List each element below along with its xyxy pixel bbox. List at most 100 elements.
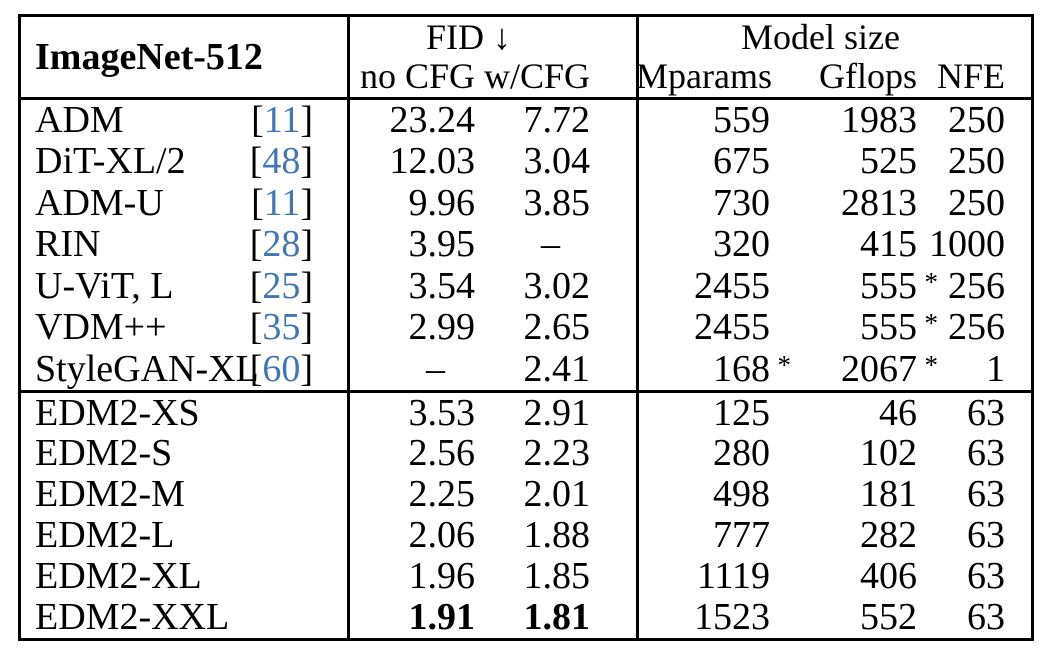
mparams-cell: 777	[713, 514, 770, 557]
table-row: EDM2-M 2.25 2.01 498 181 63	[21, 474, 1031, 515]
model-name-cell: DiT-XL/2	[35, 140, 186, 182]
fid-no-cfg-cell: 2.99	[408, 306, 476, 348]
citation-number[interactable]: 28	[262, 223, 301, 265]
citation-ref[interactable]: [60]	[242, 347, 313, 391]
mparams-cell: 1119	[696, 555, 770, 598]
fid-w-cfg-cell: 2.41	[523, 347, 591, 390]
citation-number[interactable]: 25	[262, 264, 301, 307]
gflops-cell: 181	[860, 473, 917, 516]
column-divider-1	[347, 17, 350, 638]
fid-w-cfg-cell: 3.02	[523, 264, 591, 307]
mparams-cell: 2455	[694, 306, 770, 348]
results-table: ImageNet-512 FID ↓ Model size no CFG w/C…	[18, 14, 1034, 641]
citation-ref[interactable]: [11]	[242, 181, 313, 225]
citation-bracket: [	[249, 223, 263, 265]
fid-no-cfg-cell: –	[426, 347, 445, 390]
citation-number[interactable]: 60	[262, 347, 301, 390]
fid-no-cfg-cell: 2.56	[408, 432, 476, 475]
fid-w-cfg-cell: 1.88	[523, 514, 591, 557]
model-size-group-header: Model size	[741, 17, 900, 57]
citation-number[interactable]: 11	[263, 181, 301, 224]
gflops-cell: 555 *	[860, 264, 938, 307]
fid-w-cfg-cell: 7.72	[523, 98, 591, 141]
citation-ref	[242, 556, 313, 597]
model-name-cell: EDM2-XXL	[35, 595, 230, 638]
gflops-cell: 1983	[841, 98, 917, 141]
citation-ref	[242, 393, 313, 434]
mparams-cell: 1523	[694, 595, 770, 638]
footnote-asterisk: *	[924, 266, 939, 297]
gflops-cell: 406	[860, 555, 917, 598]
citation-number[interactable]: 48	[262, 140, 301, 182]
mparams-cell: 498	[713, 473, 770, 516]
mparams-cell: 559	[713, 98, 770, 141]
nfe-cell: 63	[967, 473, 1005, 516]
nfe-cell: 256	[948, 306, 1005, 348]
citation-bracket: ]	[300, 264, 313, 307]
nfe-cell: 63	[967, 514, 1005, 557]
nfe-cell: 63	[967, 391, 1005, 434]
model-name-cell: ADM	[35, 98, 124, 141]
footnote-asterisk: *	[777, 349, 792, 380]
citation-bracket: ]	[300, 306, 313, 348]
table-row: StyleGAN-XL [60] – 2.41 168 * 2067 * 1	[21, 347, 1031, 391]
gflops-cell: 525	[860, 140, 917, 182]
fid-no-cfg-cell: 1.91	[408, 595, 476, 638]
fid-w-cfg-cell: 2.65	[523, 306, 591, 348]
citation-ref[interactable]: [28]	[242, 223, 313, 266]
model-name-cell: EDM2-M	[35, 473, 185, 516]
citation-ref	[242, 474, 313, 515]
w-cfg-column-header: w/CFG	[483, 56, 590, 96]
table-row: RIN [28] 3.95 – 320 415 1000	[21, 223, 1031, 266]
fid-w-cfg-cell: 1.85	[523, 555, 591, 598]
citation-bracket: ]	[300, 181, 313, 224]
fid-w-cfg-cell: –	[541, 223, 560, 265]
citation-ref	[242, 597, 313, 638]
gflops-cell: 552	[860, 595, 917, 638]
citation-number[interactable]: 35	[262, 306, 301, 348]
column-divider-2	[636, 17, 639, 638]
table-row: U-ViT, L [25] 3.54 3.02 2455 555 * 256	[21, 264, 1031, 308]
fid-no-cfg-cell: 3.53	[408, 391, 476, 434]
citation-ref	[242, 433, 313, 474]
model-name-cell: EDM2-XS	[35, 391, 200, 434]
fid-no-cfg-cell: 3.95	[408, 223, 476, 265]
fid-no-cfg-cell: 3.54	[408, 264, 476, 307]
citation-bracket: ]	[300, 347, 313, 390]
nfe-cell: 63	[967, 555, 1005, 598]
nfe-cell: 250	[948, 181, 1005, 224]
gflops-cell: 415	[860, 223, 917, 265]
citation-bracket: ]	[300, 98, 313, 141]
citation-number[interactable]: 11	[263, 98, 301, 141]
fid-no-cfg-cell: 12.03	[389, 140, 476, 182]
citation-bracket: [	[249, 306, 263, 348]
fid-w-cfg-cell: 2.91	[523, 391, 591, 434]
citation-ref[interactable]: [35]	[242, 306, 313, 349]
nfe-column-header: NFE	[936, 56, 1005, 96]
fid-w-cfg-cell: 3.04	[523, 140, 591, 182]
fid-no-cfg-cell: 2.06	[408, 514, 476, 557]
citation-ref[interactable]: [25]	[242, 264, 313, 308]
citation-ref[interactable]: [11]	[242, 98, 313, 142]
citation-bracket: [	[251, 181, 264, 224]
mparams-cell: 730	[713, 181, 770, 224]
gflops-cell: 102	[860, 432, 917, 475]
table-title: ImageNet-512	[35, 36, 263, 78]
header-rule	[21, 97, 1031, 100]
citation-ref	[242, 515, 313, 556]
gflops-cell: 282	[860, 514, 917, 557]
table-row: VDM++ [35] 2.99 2.65 2455 555 * 256	[21, 306, 1031, 349]
sub-header-row: no CFG w/CFG Mparams Gflops NFE	[21, 55, 1031, 97]
gflops-cell: 2813	[841, 181, 917, 224]
citation-bracket: [	[249, 264, 263, 307]
nfe-cell: 1000	[929, 223, 1005, 265]
citation-ref[interactable]: [48]	[242, 140, 313, 183]
table-row: EDM2-S 2.56 2.23 280 102 63	[21, 433, 1031, 474]
table-row: EDM2-L 2.06 1.88 777 282 63	[21, 515, 1031, 556]
table-body-baselines: ADM [11] 23.24 7.72 559 1983 250 DiT-XL/2 [48] 12…	[21, 98, 1031, 391]
mparams-cell: 125	[713, 391, 770, 434]
gflops-cell: 555 *	[860, 306, 938, 348]
model-name-cell: EDM2-L	[35, 514, 175, 557]
nfe-cell: 256	[948, 264, 1005, 307]
